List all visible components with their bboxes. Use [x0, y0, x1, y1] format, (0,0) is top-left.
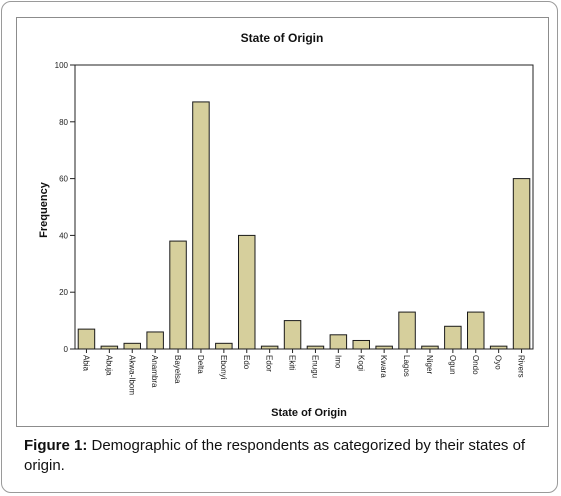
bar	[238, 234, 256, 350]
x-tick-label: Kwara	[379, 355, 388, 378]
bar	[375, 345, 393, 350]
x-tick-label: Ekiti	[288, 355, 297, 370]
y-axis-label: Frequency	[38, 181, 50, 238]
bar	[352, 339, 370, 350]
x-tick-label: Oyo	[494, 355, 503, 370]
caption-label: Figure 1:	[24, 437, 88, 454]
bar	[421, 345, 439, 350]
figure-caption: Figure 1: Demographic of the respondents…	[24, 436, 544, 476]
plot-area: 0 20 40 60 80 100 Abia Abuja Akwa-Ibom Anambra Bay…	[55, 61, 534, 395]
bar	[444, 325, 462, 350]
bar	[77, 328, 96, 350]
y-tick-label: 100	[55, 61, 69, 70]
bar	[215, 342, 233, 350]
x-tick-label: Edor	[265, 355, 274, 372]
bar	[260, 345, 279, 350]
x-tick-label: Akwa-Ibom	[127, 355, 136, 395]
x-axis-label: State of Origin	[271, 407, 347, 419]
x-tick-label: Imo	[333, 355, 342, 369]
x-tick-label: Kogi	[356, 355, 365, 371]
bar	[283, 320, 302, 350]
plot-frame	[74, 64, 534, 350]
chart-container: State of Origin Frequency State of Origi…	[16, 17, 549, 427]
bar	[467, 311, 485, 350]
bar	[169, 240, 187, 350]
y-tick-label: 0	[64, 345, 69, 354]
bar-chart: State of Origin Frequency State of Origi…	[38, 31, 534, 419]
x-tick-label: Niger	[425, 355, 434, 374]
bar	[146, 331, 164, 350]
y-tick-label: 60	[59, 175, 68, 184]
x-tick-label: Bayelsa	[173, 355, 182, 384]
x-tick-label: Ondo	[471, 355, 480, 375]
bar	[398, 311, 416, 350]
bar	[489, 345, 508, 350]
x-tick-label: Anambra	[150, 355, 159, 388]
chart-title: State of Origin	[241, 31, 324, 45]
x-tick-label: Ogun	[448, 355, 457, 375]
bar	[192, 101, 210, 350]
x-tick-label: Delta	[196, 355, 205, 374]
x-tick-label: Enugu	[310, 355, 319, 378]
x-tick-label: Rivers	[517, 355, 526, 378]
bar	[512, 178, 531, 350]
bar	[123, 342, 141, 350]
bar	[329, 334, 348, 350]
bar	[100, 345, 119, 350]
x-tick-label: Abuja	[104, 355, 113, 376]
y-tick-label: 80	[59, 118, 68, 127]
caption-text: Demographic of the respondents as catego…	[24, 437, 526, 474]
x-tick-label: Ebonyi	[219, 355, 228, 380]
y-tick-label: 40	[59, 231, 68, 240]
bar	[306, 345, 325, 350]
y-tick-label: 20	[59, 288, 68, 297]
x-tick-label: Edo	[242, 355, 251, 370]
x-tick-label: Lagos	[402, 355, 411, 377]
x-tick-label: Abia	[81, 355, 90, 372]
